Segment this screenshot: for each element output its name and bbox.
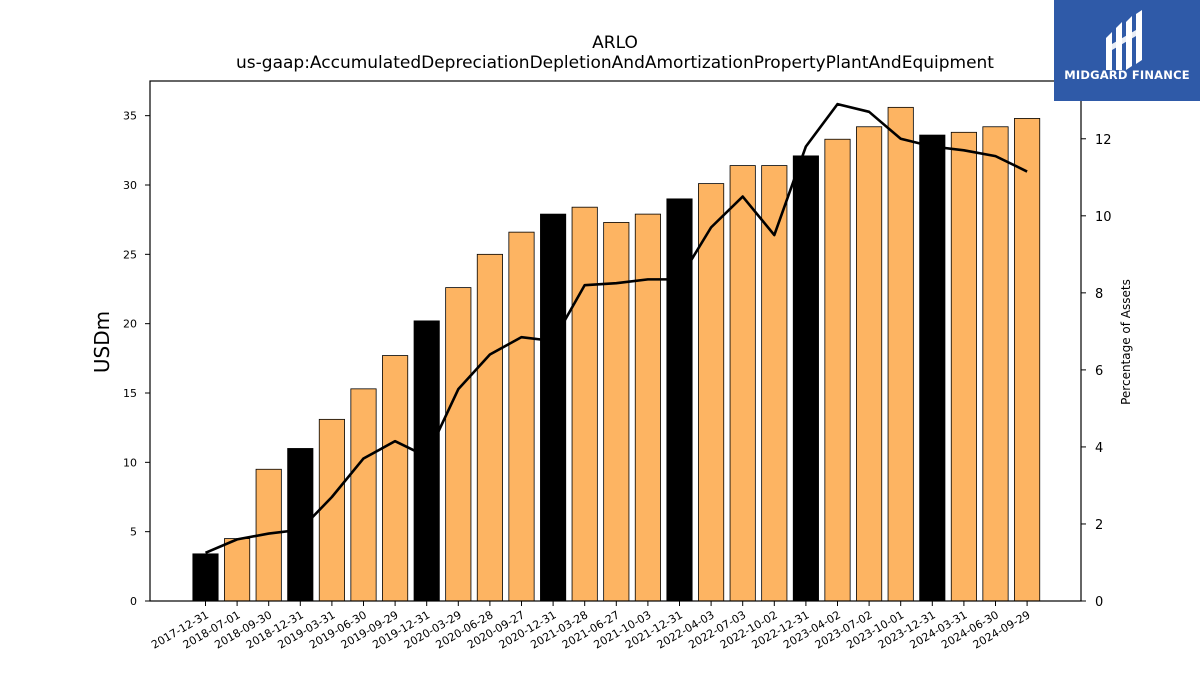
y-tick-label: 25: [123, 248, 137, 261]
bar-2023-12-31: [919, 134, 946, 602]
y2-tick-label: 0: [1095, 595, 1103, 610]
y-tick-label: 15: [123, 387, 137, 400]
bar-2020-03-29: [445, 287, 472, 602]
chart-title: ARLO: [592, 33, 638, 53]
y2-tick-label: 4: [1095, 441, 1103, 456]
bar-2019-09-29: [382, 355, 409, 602]
bar-2022-12-31: [792, 155, 819, 602]
bar-2021-06-27: [603, 222, 630, 602]
bar-2020-12-31: [540, 213, 567, 602]
bar-2019-06-30: [350, 388, 377, 602]
bar-2022-07-03: [729, 165, 756, 602]
bar-2022-04-03: [698, 183, 725, 602]
bar-2024-03-31: [950, 131, 977, 602]
bar-2020-09-27: [508, 231, 535, 602]
chart-subtitle: us-gaap:AccumulatedDepreciationDepletion…: [236, 53, 994, 73]
bar-2019-03-31: [318, 418, 345, 602]
bar-2017-12-31: [192, 553, 219, 602]
percentage-line-group: [204, 102, 1028, 555]
y-tick-label: 0: [130, 595, 137, 608]
brand-logo: MIDGARD FINANCE: [1054, 0, 1200, 101]
bar-2021-12-31: [666, 198, 693, 602]
bar-2018-12-31: [287, 448, 314, 602]
bar-2023-04-02: [824, 138, 851, 602]
y2-tick-label: 12: [1095, 133, 1112, 148]
bars-group: [192, 106, 1041, 602]
y-tick-label: 35: [123, 110, 137, 123]
y-tick-label: 20: [123, 318, 137, 331]
logo-mark-icon: [1106, 10, 1142, 70]
plot-frame: [149, 80, 1082, 602]
bar-2019-12-31: [413, 320, 440, 602]
y-tick-label: 30: [123, 179, 137, 192]
bar-2023-07-02: [856, 126, 883, 602]
bar-2021-03-28: [571, 206, 598, 602]
percentage-of-assets-line: [204, 102, 1028, 555]
y-axis-label: USDm: [90, 311, 114, 373]
bar-2024-06-30: [982, 126, 1009, 602]
bar-2018-07-01: [224, 538, 251, 602]
y2-tick-label: 2: [1095, 518, 1103, 533]
bar-2022-10-02: [761, 165, 788, 602]
y2-tick-label: 8: [1095, 287, 1103, 302]
y-tick-label: 5: [130, 526, 137, 539]
y2-axis-label: Percentage of Assets: [1119, 279, 1133, 405]
y2-tick-label: 6: [1095, 364, 1103, 379]
y-tick-label: 10: [123, 456, 137, 469]
bar-2023-10-01: [887, 106, 914, 602]
bar-2021-10-03: [634, 213, 661, 602]
logo-text: MIDGARD FINANCE: [1064, 68, 1190, 82]
y2-tick-label: 10: [1095, 210, 1112, 225]
bar-2020-06-28: [476, 253, 503, 602]
bar-2024-09-29: [1014, 118, 1041, 602]
